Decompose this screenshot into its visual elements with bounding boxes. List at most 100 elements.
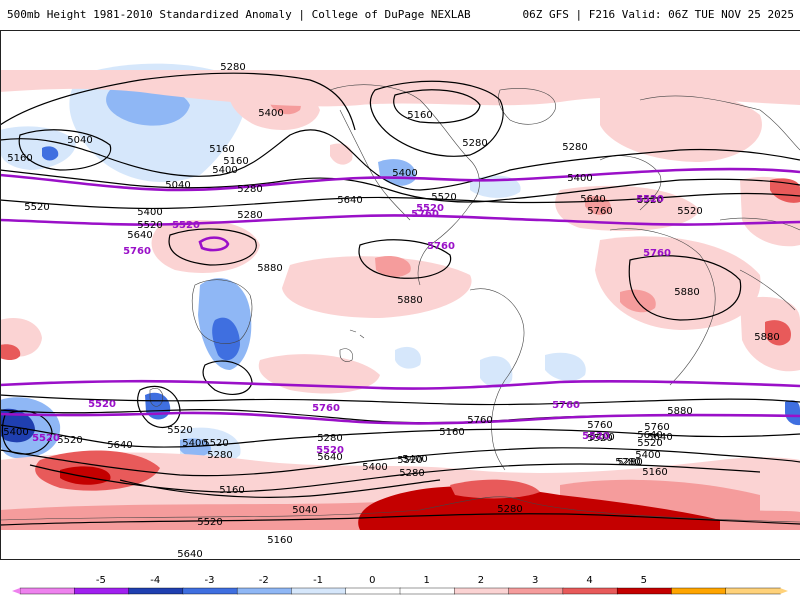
contour-label-black: 5520: [397, 455, 422, 466]
neg-anomaly-west-core: [42, 146, 59, 161]
contour-label-purple: 5520: [316, 445, 344, 456]
contour-label-black: 5520: [677, 206, 702, 217]
colorbar-left-arrow: [12, 588, 20, 594]
coast-australia: [191, 279, 253, 344]
contour-label-black: 5760: [467, 415, 492, 426]
contour-label-black: 5640: [177, 549, 202, 560]
coast-greenland: [498, 88, 556, 125]
contour-label-black: 5160: [219, 485, 244, 496]
coast-new-zealand: [149, 388, 163, 407]
pos-anomaly-west-tropic-core: [0, 344, 21, 360]
contour-label-purple: 5520: [32, 433, 60, 444]
contour-label-black: 5400: [589, 432, 614, 443]
coast-antarctica: [0, 496, 800, 523]
contour-label-purple: 5760: [427, 241, 455, 252]
contour-label-black: 5160: [267, 535, 292, 546]
colorbar-tick-label: 2: [478, 575, 484, 586]
colorbar-tick-label: -3: [205, 575, 215, 586]
purple-contour-layer: [0, 167, 800, 425]
contour-5280-south: [0, 447, 800, 477]
colorbar-tick-label: 0: [369, 575, 375, 586]
contour-label-black: 5760: [587, 206, 612, 217]
contour-5280-antarctic: [0, 513, 800, 526]
contour-label-black: 5520: [24, 202, 49, 213]
contour-label-black: 5760: [587, 420, 612, 431]
pos-anomaly-siberia: [600, 90, 762, 162]
contour-low-sw-1: [1, 410, 53, 455]
contour-label-purple: 5760: [643, 248, 671, 259]
colorbar-right-arrow: [780, 588, 788, 594]
pos-anomaly-atlantic: [282, 256, 472, 318]
contour-label-black: 5280: [220, 62, 245, 73]
colorbar-tick-label: 1: [423, 575, 429, 586]
contour-label-black: 5280: [237, 210, 262, 221]
colorbar-swatch: [236, 587, 293, 595]
contour-label-purple: 5520: [88, 399, 116, 410]
contour-label-purple: 5760: [312, 403, 340, 414]
contour-label-black: 5400: [392, 168, 417, 179]
coastline-layer: [0, 84, 800, 523]
contour-label-black: 5400: [258, 108, 283, 119]
contour-label-black: 5640: [637, 430, 662, 441]
colorbar-swatch: [345, 587, 401, 595]
contour-label-purple: 5520: [172, 220, 200, 231]
contour-5880-africa: [628, 255, 742, 321]
pos-anomaly-south-pacific: [258, 354, 380, 394]
contour-label-black: 5280: [497, 504, 522, 515]
colorbar-swatch: [454, 587, 510, 595]
contour-5640-north: [0, 192, 800, 210]
contour-label-black: 5160: [223, 156, 248, 167]
contour-label-black: 5040: [165, 180, 190, 191]
colorbar-swatch: [671, 587, 727, 595]
pos-anomaly-africa: [595, 236, 761, 330]
colorbar-tick-label: 4: [586, 575, 592, 586]
contour-label-black: 5400: [402, 454, 427, 465]
coast-north-america: [329, 84, 480, 286]
contour-label-black: 5280: [317, 433, 342, 444]
pos-anomaly-southern-core-1b: [60, 466, 111, 485]
contour-label-black: 5520: [137, 220, 162, 231]
contour-label-black: 5880: [397, 295, 422, 306]
pos-anomaly-north-pacific-east: [330, 143, 353, 165]
contour-5160-south: [29, 463, 761, 493]
contour-label-black: 5040: [67, 135, 92, 146]
contour-5760-south-pac: [202, 360, 253, 396]
contour-label-black: 5880: [257, 263, 282, 274]
contour-label-black: 5880: [667, 406, 692, 417]
colorbar-swatch: [562, 587, 618, 595]
contour-label-black: 5400: [567, 173, 592, 184]
run-info: 06Z GFS | F216 Valid: 06Z TUE NOV 25 202…: [522, 8, 794, 21]
coast-islands-pacific: [339, 329, 365, 362]
coast-africa: [609, 228, 716, 386]
contour-label-black: 5160: [439, 427, 464, 438]
contour-5160-lows: [18, 129, 112, 171]
colorbar-ticks: -5 -4 -3 -2 -1 0 1 2 3 4 5: [96, 575, 647, 586]
colorbar-tick-label: -2: [259, 575, 269, 586]
contour-label-black: 5520: [167, 425, 192, 436]
contour-label-black: 5640: [337, 195, 362, 206]
colorbar-swatch: [725, 587, 781, 595]
colorbar-swatch: [616, 587, 673, 595]
neg-anomaly-east-edge: [785, 400, 800, 426]
contour-label-black: 5520: [57, 435, 82, 446]
neg-anomaly-southern-2: [180, 438, 211, 458]
contour-5280-north: [0, 72, 356, 131]
colorbar-swatches: [12, 587, 788, 595]
coast-asia: [719, 217, 800, 311]
colorbar-swatch: [128, 587, 184, 595]
colorbar-swatch: [399, 587, 455, 595]
pos-anomaly-antarctica-core: [358, 486, 720, 530]
contour-label-black: 5640: [107, 440, 132, 451]
contour-label-black: 5280: [562, 142, 587, 153]
contour-label-black: 5160: [642, 467, 667, 478]
contour-label-black: 5400: [182, 438, 207, 449]
contour-5520-north: [0, 169, 800, 203]
neg-anomaly-south-america: [480, 356, 513, 389]
contour-5160-north-america: [393, 89, 481, 124]
contour-label-black: 5640: [317, 452, 342, 463]
contour-label-purple: 5520: [582, 431, 610, 442]
contour-label-black: 5040: [292, 505, 317, 516]
pos-anomaly-pacific-mid: [151, 220, 260, 273]
